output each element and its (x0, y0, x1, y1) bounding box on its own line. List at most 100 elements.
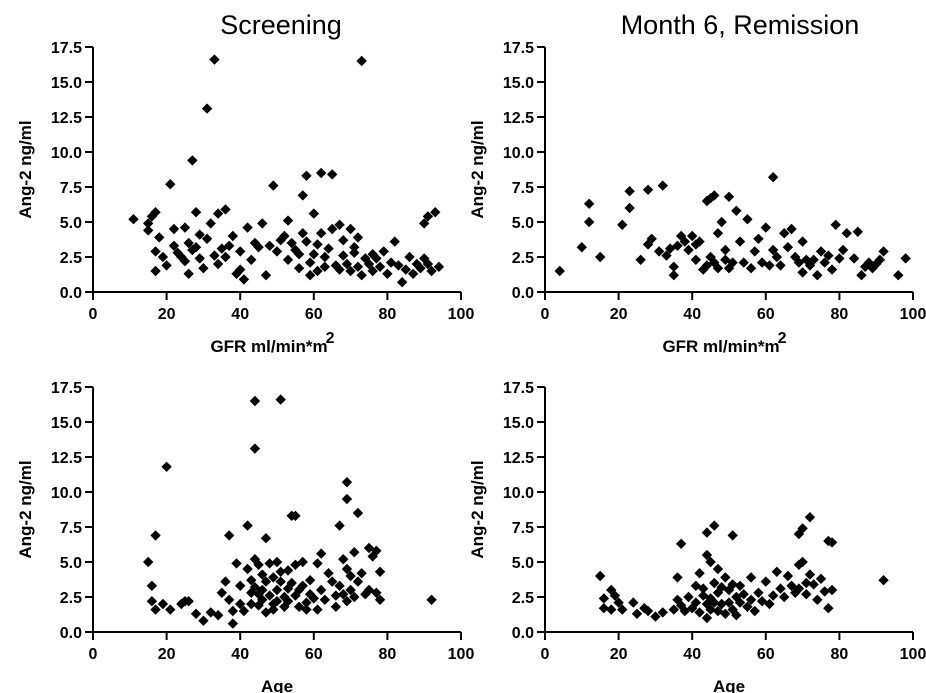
chart-panel-screening: Screening 0.0 2.5 5.0 7.5 10.0 12.5 15.0 17.5 0 20… (16, 10, 474, 356)
scatter-point (598, 593, 610, 604)
scatter-point (808, 579, 819, 590)
scatter-point (576, 242, 587, 253)
scatter-point (231, 558, 242, 569)
scatter-point (749, 605, 760, 617)
scatter-point (723, 597, 735, 608)
y-tick-label: 7.5 (60, 520, 82, 537)
scatter-point (282, 254, 294, 265)
scatter-point (220, 251, 231, 263)
scatter-point (246, 254, 257, 265)
scatter-point (301, 597, 312, 608)
scatter-point (698, 583, 709, 594)
scatter-point (227, 605, 239, 617)
scatter-point (808, 254, 819, 265)
scatter-point (327, 576, 338, 587)
scatter-point (338, 554, 349, 565)
scatter-point (668, 261, 679, 272)
scatter-point (727, 530, 738, 541)
x-tick-label: 100 (448, 306, 475, 323)
scatter-point (260, 533, 272, 544)
scatter-point (349, 242, 360, 253)
scatter-point (128, 214, 139, 225)
scatter-point (253, 600, 264, 611)
x-axis-label-superscript: 2 (326, 330, 335, 347)
y-tick-label: 12.5 (51, 110, 82, 127)
scatter-point (786, 580, 797, 591)
x-tick-label: 0 (541, 306, 550, 323)
y-tick-label: 15.0 (503, 415, 534, 432)
scatter-point (352, 576, 364, 587)
y-tick-label: 7.5 (60, 180, 82, 197)
y-tick-label: 5.0 (512, 215, 534, 232)
y-tick-label: 17.5 (51, 380, 82, 397)
scatter-point (264, 590, 275, 601)
scatter-point (797, 556, 808, 568)
scatter-point (672, 594, 683, 605)
scatter-point (150, 530, 161, 541)
scatter-point (834, 253, 845, 264)
scatter-point (712, 563, 724, 575)
scatter-point (201, 233, 213, 244)
scatter-point (279, 230, 290, 242)
scatter-point (257, 569, 268, 580)
scatter-point (731, 610, 742, 621)
scatter-point (341, 493, 353, 505)
scatter-point (764, 598, 775, 610)
scatter-point (734, 580, 746, 591)
scatter-point (878, 246, 889, 257)
scatter-point (264, 240, 275, 251)
scatter-point (606, 604, 617, 615)
scatter-point (749, 246, 760, 257)
y-tick-label: 15.0 (503, 75, 534, 92)
x-tick-label: 60 (757, 646, 775, 663)
scatter-point (271, 246, 283, 257)
scatter-point (282, 565, 294, 576)
scatter-point (246, 587, 257, 598)
x-tick-label: 80 (379, 646, 397, 663)
scatter-point (235, 598, 246, 610)
scatter-point (727, 257, 738, 268)
scatter-point (260, 576, 272, 587)
scatter-point (709, 597, 720, 608)
scatter-point (223, 530, 235, 541)
scatter-point (271, 584, 283, 596)
scatter-point (826, 584, 838, 596)
y-tick-label: 17.5 (503, 380, 534, 397)
scatter-point (345, 265, 356, 277)
scatter-point (690, 597, 702, 608)
scatter-point (764, 260, 775, 271)
scatter-point (694, 568, 705, 579)
scatter-point (650, 611, 661, 622)
scatter-point (856, 270, 867, 281)
scatter-point (694, 607, 705, 618)
scatter-point (775, 583, 786, 594)
scatter-point (268, 572, 279, 583)
scatter-point (694, 236, 705, 247)
scatter-point (341, 258, 353, 270)
scatter-point (168, 240, 180, 251)
y-axis-label: Ang-2 ng/ml (468, 460, 487, 558)
scatter-point (419, 218, 430, 229)
scatter-point (308, 249, 319, 260)
y-tick-label: 12.5 (503, 110, 534, 127)
scatter-point (338, 250, 349, 261)
scatter-point (323, 243, 334, 254)
y-tick-label: 5.0 (60, 555, 82, 572)
scatter-point (260, 607, 272, 618)
scatter-point (826, 537, 838, 548)
scatter-point (304, 575, 316, 586)
scatter-point (352, 232, 364, 243)
y-tick-label: 10.0 (51, 485, 82, 502)
scatter-point (212, 258, 224, 270)
scatter-point (235, 264, 246, 275)
scatter-point (297, 228, 308, 239)
scatter-point (624, 186, 635, 197)
scatter-point (315, 228, 327, 239)
scatter-point (249, 395, 261, 407)
scatter-point (801, 589, 812, 600)
scatter-point (327, 223, 338, 235)
scatter-point (771, 251, 783, 263)
scatter-point (363, 258, 375, 270)
scatter-point (782, 242, 794, 253)
scatter-point (183, 268, 194, 279)
